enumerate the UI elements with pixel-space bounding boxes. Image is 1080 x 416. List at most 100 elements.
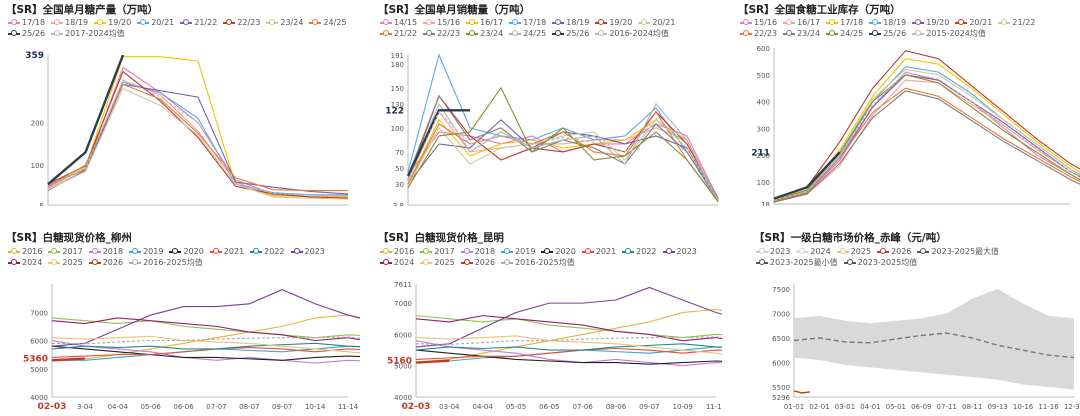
legend-marker-icon bbox=[595, 29, 608, 36]
legend-item[interactable]: 2021 bbox=[581, 246, 616, 257]
legend-item[interactable]: 24/25 bbox=[509, 28, 546, 39]
legend-marker-icon bbox=[501, 258, 514, 265]
legend-marker-icon bbox=[423, 29, 436, 36]
legend-item[interactable]: 2024 bbox=[8, 257, 42, 268]
legend-marker-icon bbox=[129, 247, 142, 254]
legend-dot-icon bbox=[512, 29, 519, 36]
legend-item[interactable]: 23/24 bbox=[783, 28, 820, 39]
legend-item[interactable]: 2016 bbox=[8, 246, 42, 257]
legend-item[interactable]: 21/22 bbox=[180, 17, 217, 28]
legend-label: 19/20 bbox=[108, 18, 132, 27]
legend-dot-icon bbox=[51, 258, 58, 265]
legend-item[interactable]: 23/24 bbox=[266, 17, 303, 28]
series-line bbox=[51, 317, 381, 339]
legend-item[interactable]: 18/19 bbox=[869, 17, 906, 28]
legend-item[interactable]: 16/17 bbox=[783, 17, 820, 28]
legend-item[interactable]: 21/22 bbox=[380, 28, 417, 39]
legend-dot-icon bbox=[383, 247, 389, 254]
legend-item[interactable]: 19/20 bbox=[595, 17, 632, 28]
y-tick-label: 5000 bbox=[394, 363, 412, 371]
legend-item[interactable]: 2026 bbox=[460, 257, 495, 268]
y-tick-label: 7000 bbox=[394, 300, 412, 308]
legend-item[interactable]: 2023-2025均值 bbox=[843, 257, 917, 268]
x-tick-label: 11-14 bbox=[706, 403, 722, 411]
legend-item[interactable]: 2018 bbox=[460, 246, 495, 257]
legend-dot-icon bbox=[312, 18, 319, 25]
legend-item[interactable]: 2022 bbox=[250, 246, 285, 257]
series-line bbox=[407, 110, 719, 201]
legend-item[interactable]: 2023 bbox=[662, 246, 697, 257]
legend-item[interactable]: 2020 bbox=[541, 246, 576, 257]
legend-item[interactable]: 22/23 bbox=[740, 28, 777, 39]
legend-item[interactable]: 2015-2024均值 bbox=[912, 28, 986, 39]
legend-item[interactable]: 25/26 bbox=[8, 28, 45, 39]
legend-label: 23/24 bbox=[480, 29, 504, 38]
legend-item[interactable]: 2018 bbox=[88, 246, 123, 257]
legend-item[interactable]: 2016-2024均值 bbox=[595, 28, 669, 39]
legend-dot-icon bbox=[253, 247, 260, 254]
legend-item[interactable]: 17/18 bbox=[826, 17, 863, 28]
legend-item[interactable]: 18/19 bbox=[552, 17, 589, 28]
legend-marker-icon bbox=[912, 18, 925, 25]
legend-item[interactable]: 2017-2024均值 bbox=[51, 28, 125, 39]
legend-marker-icon bbox=[622, 247, 635, 254]
legend-item[interactable]: 2017 bbox=[48, 246, 83, 257]
legend-dot-icon bbox=[641, 18, 648, 25]
legend-item[interactable]: 23/24 bbox=[466, 28, 503, 39]
y-tick-label: 7000 bbox=[772, 310, 790, 318]
legend-label: 2026 bbox=[102, 258, 124, 267]
legend-item[interactable]: 2023 bbox=[290, 246, 325, 257]
legend-item[interactable]: 20/21 bbox=[137, 17, 174, 28]
legend-item[interactable]: 2023 bbox=[756, 246, 790, 257]
legend-item[interactable]: 14/15 bbox=[380, 17, 417, 28]
legend-item[interactable]: 2026 bbox=[877, 246, 911, 257]
legend-item[interactable]: 2016 bbox=[380, 246, 414, 257]
legend-label: 21/22 bbox=[194, 18, 218, 27]
series-line bbox=[47, 70, 349, 199]
legend-item[interactable]: 2025 bbox=[48, 257, 83, 268]
legend-item[interactable]: 2016-2025均值 bbox=[501, 257, 575, 268]
legend-item[interactable]: 2023-2025最小值 bbox=[756, 257, 838, 268]
legend-item[interactable]: 24/25 bbox=[309, 17, 347, 28]
legend-item[interactable]: 22/23 bbox=[423, 28, 460, 39]
legend-item[interactable]: 19/20 bbox=[912, 17, 949, 28]
legend-item[interactable]: 15/16 bbox=[423, 17, 460, 28]
legend-item[interactable]: 2019 bbox=[129, 246, 163, 257]
legend-item[interactable]: 20/21 bbox=[955, 17, 992, 28]
legend-item[interactable]: 18/19 bbox=[51, 17, 88, 28]
x-tick-label: 08-06 bbox=[606, 403, 627, 411]
legend-dot-icon bbox=[383, 18, 389, 25]
legend-item[interactable]: 25/26 bbox=[869, 28, 906, 39]
x-tick-label: 01-01 bbox=[784, 403, 804, 411]
legend-item[interactable]: 22/23 bbox=[223, 17, 260, 28]
legend-marker-icon bbox=[8, 258, 20, 265]
legend-item[interactable]: 17/18 bbox=[509, 17, 546, 28]
legend-item[interactable]: 2023-2025最大值 bbox=[917, 246, 999, 257]
legend-item[interactable]: 16/17 bbox=[466, 17, 503, 28]
legend-label: 22/23 bbox=[754, 29, 778, 38]
legend-item[interactable]: 2016-2025均值 bbox=[129, 257, 203, 268]
x-tick-label: 03-04 bbox=[439, 403, 460, 411]
legend-item[interactable]: 2022 bbox=[622, 246, 657, 257]
legend-item[interactable]: 15/16 bbox=[740, 17, 777, 28]
series-line bbox=[407, 119, 719, 203]
legend-item[interactable]: 2025 bbox=[836, 246, 871, 257]
legend-dot-icon bbox=[759, 258, 765, 265]
legend-item[interactable]: 2020 bbox=[169, 246, 204, 257]
legend-item[interactable]: 19/20 bbox=[94, 17, 131, 28]
legend-item[interactable]: 2026 bbox=[88, 257, 124, 268]
legend-item[interactable]: 21/22 bbox=[998, 17, 1035, 28]
legend-item[interactable]: 20/21 bbox=[638, 17, 675, 28]
legend-item[interactable]: 2024 bbox=[796, 246, 831, 257]
legend-item[interactable]: 2021 bbox=[209, 246, 244, 257]
legend-marker-icon bbox=[8, 18, 20, 25]
legend-item[interactable]: 24/25 bbox=[826, 28, 863, 39]
legend-item[interactable]: 2019 bbox=[501, 246, 535, 257]
legend-dot-icon bbox=[1001, 18, 1008, 25]
legend-item[interactable]: 2017 bbox=[420, 246, 455, 257]
legend-marker-icon bbox=[581, 247, 594, 254]
legend-item[interactable]: 25/26 bbox=[552, 28, 589, 39]
legend-item[interactable]: 2025 bbox=[420, 257, 455, 268]
legend-item[interactable]: 2024 bbox=[380, 257, 414, 268]
legend-item[interactable]: 17/18 bbox=[8, 17, 45, 28]
